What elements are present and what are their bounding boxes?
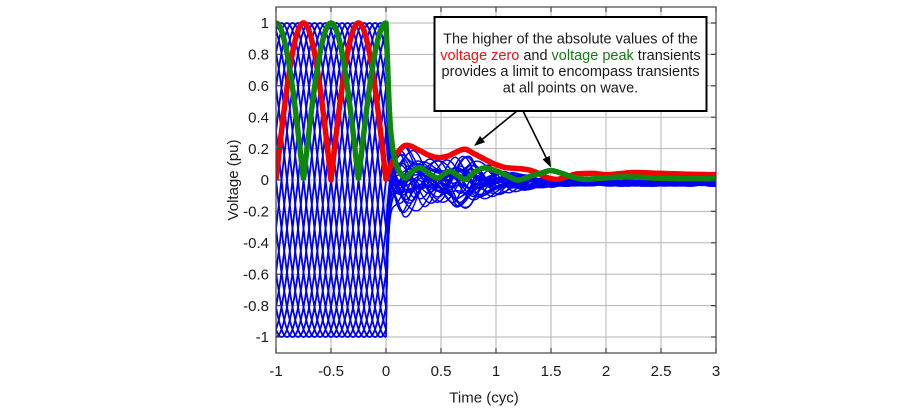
svg-text:The higher of the absolute val: The higher of the absolute values of the	[443, 32, 698, 48]
svg-text:0: 0	[382, 363, 390, 380]
svg-text:-0.8: -0.8	[243, 298, 269, 315]
svg-text:Time (cyc): Time (cyc)	[449, 390, 518, 407]
svg-text:2: 2	[602, 363, 610, 380]
svg-text:0: 0	[261, 172, 269, 189]
svg-text:at all points on wave.: at all points on wave.	[503, 80, 638, 96]
svg-text:-1: -1	[256, 329, 269, 346]
svg-text:-0.4: -0.4	[243, 235, 269, 252]
svg-text:1: 1	[261, 15, 269, 32]
svg-text:3: 3	[712, 363, 720, 380]
svg-text:-1: -1	[269, 363, 282, 380]
svg-text:1: 1	[492, 363, 500, 380]
svg-text:0.5: 0.5	[431, 363, 452, 380]
svg-text:0.4: 0.4	[248, 109, 269, 126]
svg-text:1.5: 1.5	[541, 363, 562, 380]
svg-text:-0.6: -0.6	[243, 266, 269, 283]
svg-text:Voltage (pu): Voltage (pu)	[225, 140, 242, 221]
svg-text:voltage zero and voltage peak: voltage zero and voltage peak transients	[440, 48, 700, 64]
svg-text:-0.2: -0.2	[243, 204, 269, 221]
svg-text:-0.5: -0.5	[318, 363, 344, 380]
svg-text:provides a limit to encompass: provides a limit to encompass transients	[442, 64, 700, 80]
svg-text:0.6: 0.6	[248, 78, 269, 95]
svg-text:0.8: 0.8	[248, 47, 269, 64]
svg-text:2.5: 2.5	[651, 363, 672, 380]
svg-text:0.2: 0.2	[248, 141, 269, 158]
